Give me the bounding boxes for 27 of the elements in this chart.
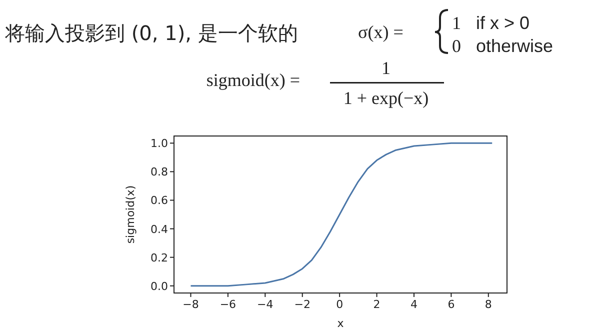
y-axis-title: sigmoid(x) — [124, 185, 137, 244]
text: otherwise — [476, 36, 554, 56]
x-tick-label: −8 — [182, 298, 199, 311]
text: sigmoid(x) = — [206, 70, 300, 90]
y-tick-label: 0.6 — [150, 194, 168, 208]
chart-title: 将输入投影到 (0, 1), 是一个软的 — [4, 21, 298, 45]
y-tick-label: 0.8 — [150, 166, 168, 179]
text: 0 — [452, 36, 461, 56]
text: 1 — [452, 13, 461, 33]
y-tick-label: 0.4 — [150, 222, 168, 236]
x-tick-label: 4 — [410, 298, 418, 311]
text: 1 + exp(−x) — [343, 88, 429, 108]
x-tick-label: 6 — [448, 298, 455, 311]
y-tick-label: 0.2 — [150, 251, 168, 264]
y-tick-label: 1.0 — [150, 137, 168, 150]
x-tick-label: −6 — [220, 298, 236, 311]
text: 1 — [382, 58, 390, 78]
x-tick-label: 8 — [484, 298, 492, 311]
x-tick-label: 2 — [373, 298, 380, 311]
x-axis-title: x — [337, 317, 344, 330]
text: σ(x) = — [358, 22, 404, 42]
x-tick-label: 0 — [336, 298, 344, 311]
x-tick-label: −4 — [257, 298, 274, 311]
y-tick-label: 0.0 — [150, 280, 168, 293]
x-tick-label: −2 — [294, 298, 310, 311]
line-series — [190, 142, 493, 287]
text: if x > 0 — [476, 13, 530, 33]
